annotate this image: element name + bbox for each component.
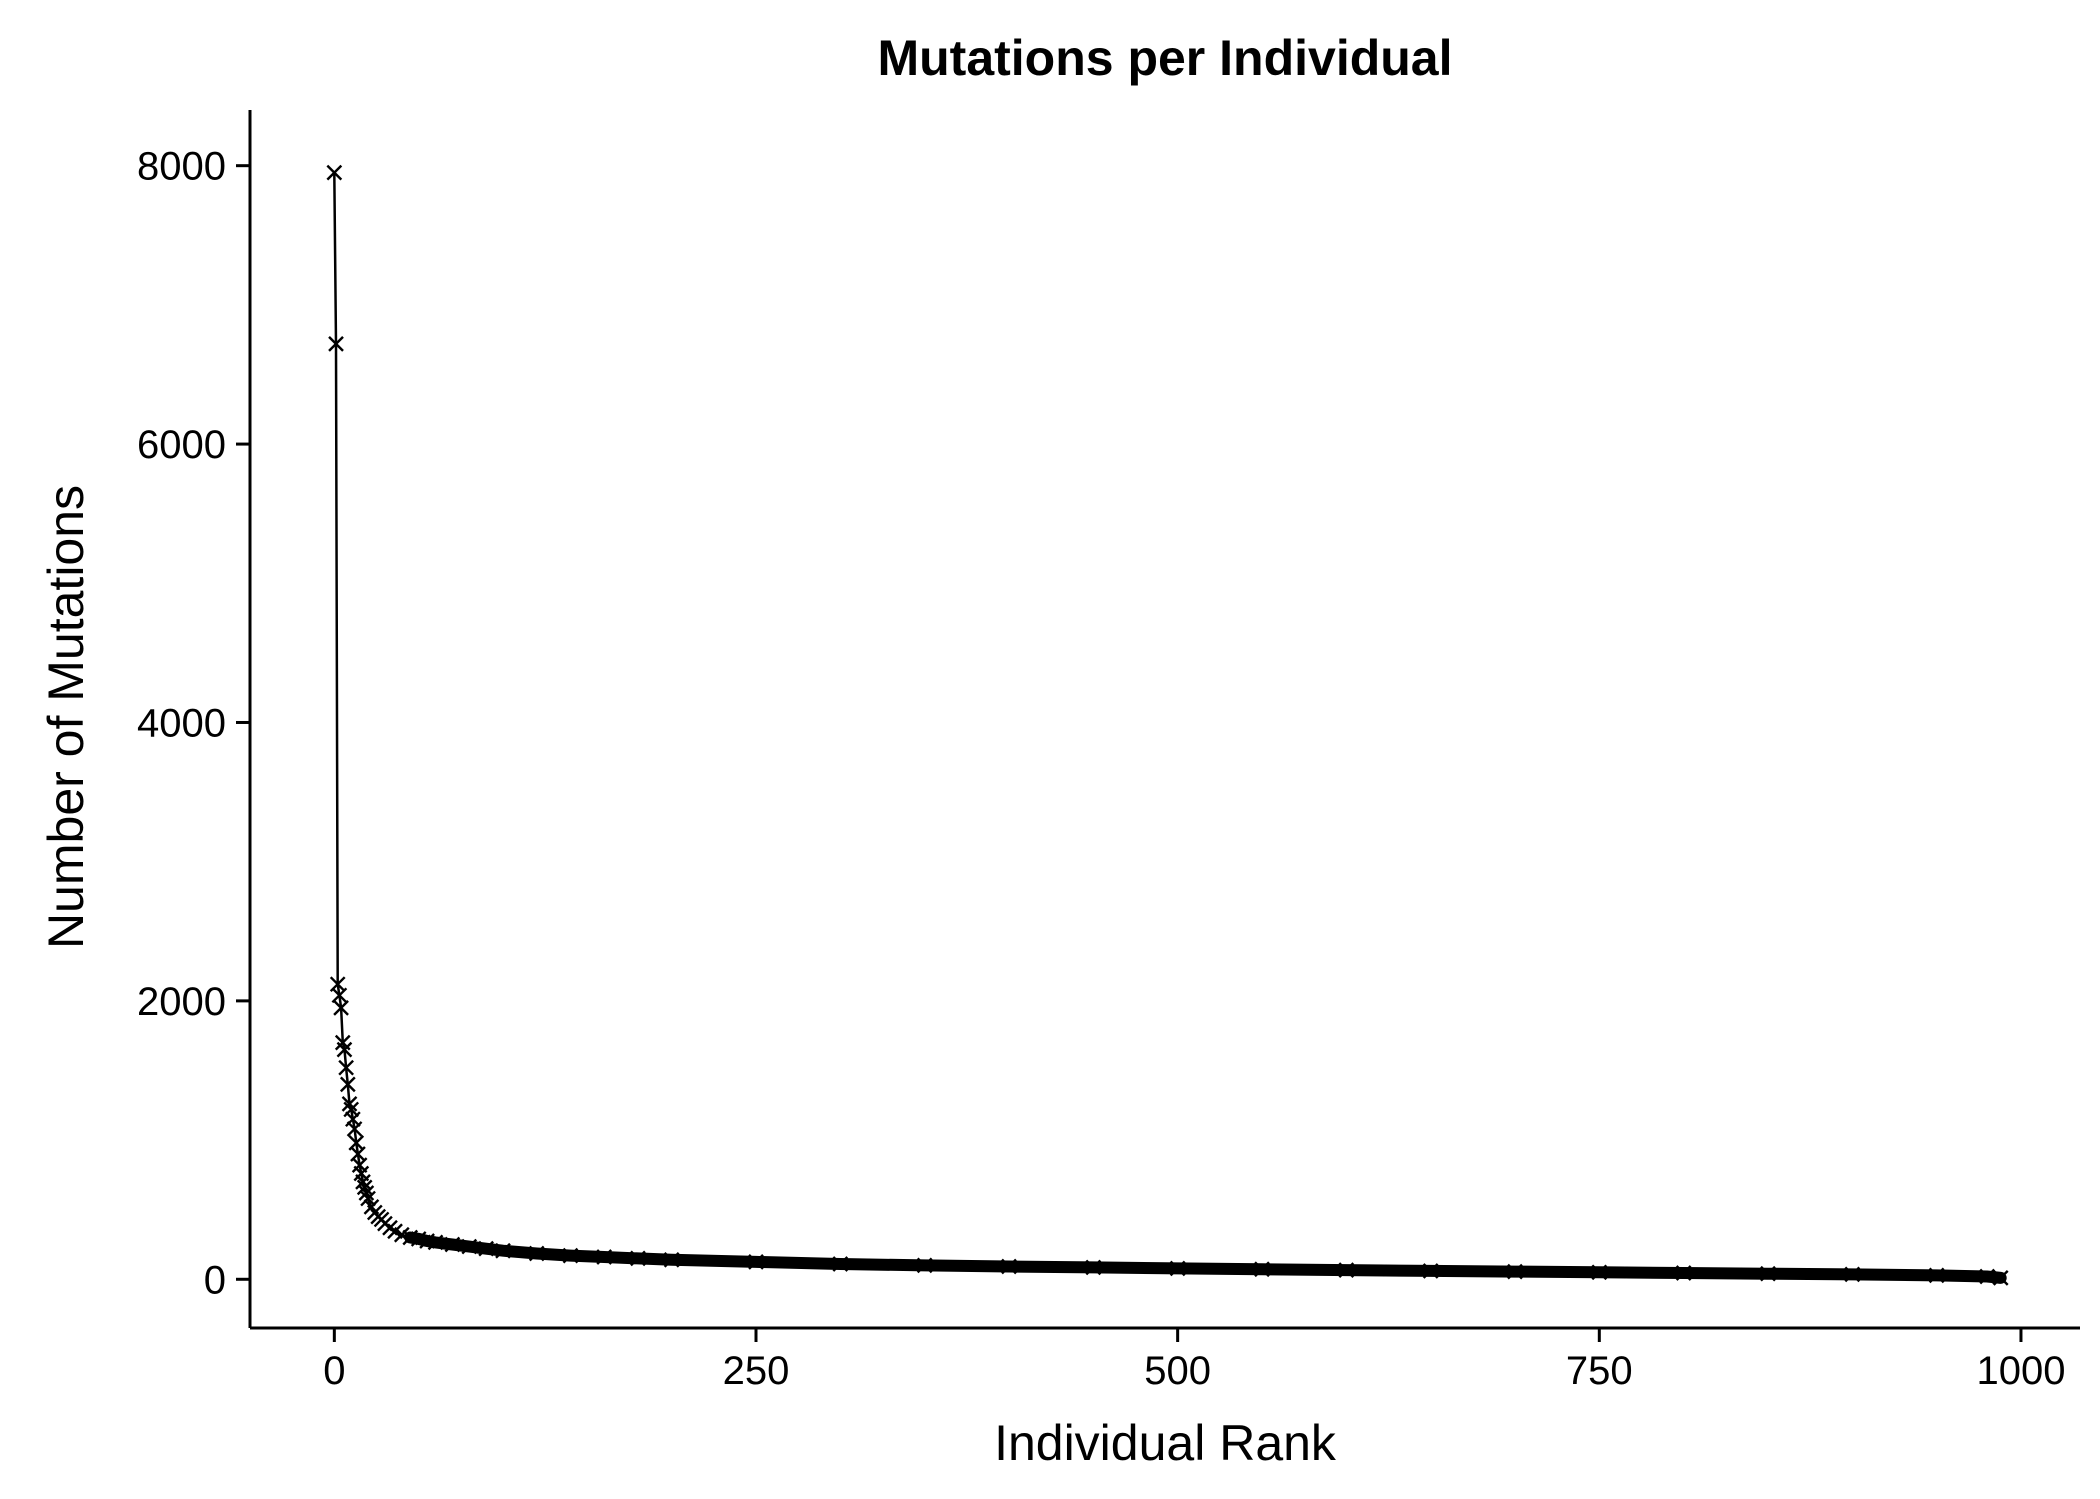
data-point: [1844, 1266, 1861, 1283]
data-point: [360, 1190, 376, 1207]
data-point: [495, 1242, 511, 1259]
data-point: [1591, 1264, 1608, 1281]
data-point: [1992, 1270, 2009, 1286]
data-point: [748, 1254, 764, 1270]
data-point: [393, 1226, 410, 1243]
series-dense-band: [404, 1231, 2007, 1284]
x-axis-label: Individual Rank: [994, 1415, 1337, 1471]
data-point: [355, 1173, 371, 1190]
data-point: [1254, 1261, 1270, 1278]
data-point: [630, 1250, 646, 1267]
data-point: [1928, 1267, 1945, 1284]
data-point: [562, 1247, 579, 1264]
axes: 0 250 500 750 1000 0 2000 4000 6000 8000: [137, 110, 2080, 1393]
data-point: [333, 999, 349, 1016]
series-line: [333, 172, 2001, 1280]
data-point: [461, 1238, 478, 1255]
data-point: [358, 1185, 375, 1201]
plot-area: [326, 164, 2009, 1286]
chart-title: Mutations per Individual: [877, 30, 1452, 86]
data-point: [1507, 1263, 1523, 1280]
data-point: [528, 1245, 545, 1262]
data-point: [356, 1179, 373, 1196]
y-axis-label: Number of Mutations: [38, 485, 94, 949]
x-tick-label: 0: [323, 1349, 345, 1393]
data-point: [478, 1240, 494, 1257]
data-point: [1001, 1258, 1017, 1275]
y-tick-label: 2000: [137, 980, 226, 1024]
data-point: [832, 1256, 849, 1272]
x-tick-label: 500: [1144, 1349, 1211, 1393]
data-point: [663, 1251, 680, 1268]
x-tick-label: 750: [1566, 1349, 1633, 1393]
data-point: [916, 1257, 933, 1274]
data-point: [1422, 1263, 1439, 1279]
data-point: [346, 1121, 363, 1137]
data-point: [1760, 1265, 1776, 1282]
data-point: [1169, 1260, 1186, 1277]
data-point: [427, 1234, 444, 1251]
data-point: [596, 1249, 613, 1265]
data-point: [341, 1096, 358, 1112]
data-point: [1338, 1262, 1355, 1278]
data-point: [1085, 1259, 1102, 1276]
data-point: [331, 987, 348, 1004]
data-point: [1979, 1268, 1996, 1285]
data-point: [328, 336, 344, 352]
y-tick-label: 0: [204, 1258, 226, 1302]
y-tick-label: 8000: [137, 145, 226, 189]
data-point: [1675, 1265, 1692, 1281]
x-tick-label: 1000: [1976, 1349, 2065, 1393]
x-tick-label: 250: [723, 1349, 790, 1393]
y-tick-label: 6000: [137, 423, 226, 467]
data-point: [444, 1236, 461, 1253]
data-point: [336, 1041, 353, 1058]
data-point: [338, 1059, 354, 1076]
data-point: [339, 1076, 356, 1093]
y-tick-label: 4000: [137, 701, 226, 745]
data-point: [326, 164, 343, 181]
